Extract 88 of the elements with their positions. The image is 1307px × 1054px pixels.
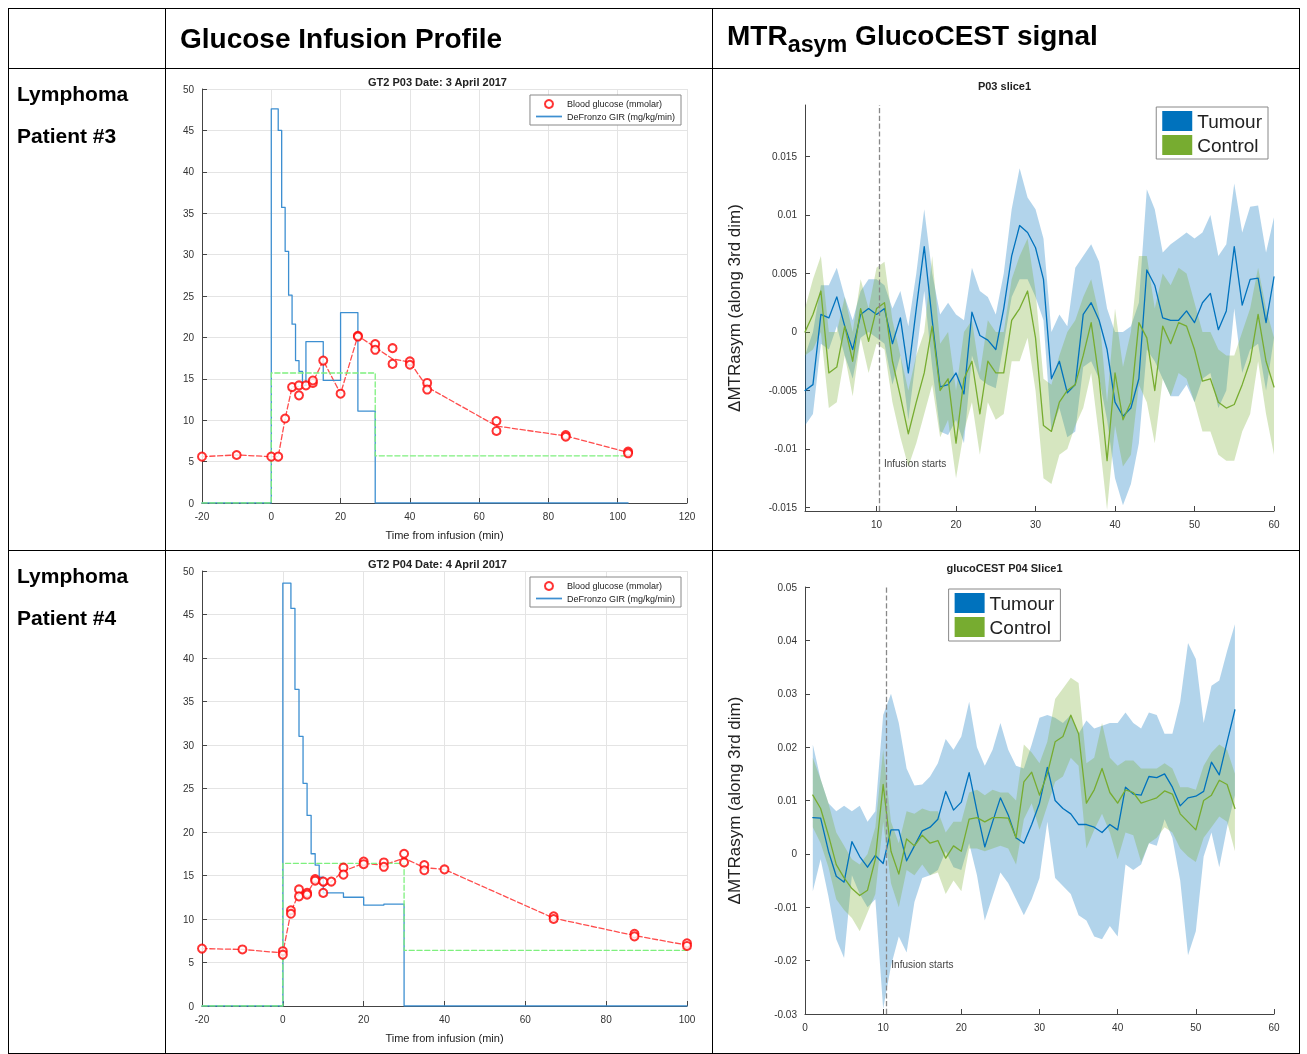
ref-line-label: Infusion starts xyxy=(891,958,954,970)
x-tick-label: 80 xyxy=(542,510,555,522)
y-tick-label: 0.03 xyxy=(777,688,798,700)
y-tick-label: 50 xyxy=(182,83,195,95)
chart-title: GT2 P04 Date: 4 April 2017 xyxy=(368,557,507,570)
y-tick-label: 45 xyxy=(182,124,195,136)
x-tick-label: 20 xyxy=(358,1013,370,1025)
legend-label: Control xyxy=(989,616,1051,638)
x-tick-label: 20 xyxy=(335,510,347,522)
x-tick-label: 20 xyxy=(950,518,963,530)
x-tick-label: 0 xyxy=(268,510,275,522)
x-axis-title: Time from infusion (min) xyxy=(385,528,504,541)
y-tick-label: 10 xyxy=(182,913,195,925)
y-tick-label: 25 xyxy=(182,783,195,794)
chart-title: glucoCEST P04 Slice1 xyxy=(946,561,1063,574)
x-tick-label: 100 xyxy=(609,510,627,522)
x-tick-label: 10 xyxy=(877,1021,890,1033)
y-axis-title: ΔMTRasym (along 3rd dim) xyxy=(725,696,744,905)
x-tick-label: 0 xyxy=(802,1021,809,1033)
chart-title: GT2 P03 Date: 3 April 2017 xyxy=(368,75,507,88)
x-tick-label: 40 xyxy=(404,510,416,522)
y-tick-label: -0.02 xyxy=(774,955,798,967)
x-tick-label: 80 xyxy=(600,1013,613,1025)
y-tick-label: 0.015 xyxy=(771,150,798,162)
y-tick-label: 35 xyxy=(182,696,195,707)
y-tick-label: 5 xyxy=(188,957,195,968)
x-tick-label: 30 xyxy=(1033,1021,1046,1033)
chart-title: P03 slice1 xyxy=(977,79,1032,92)
legend-label: Blood glucose (mmolar) xyxy=(566,581,663,591)
legend-label: Tumour xyxy=(1197,110,1263,132)
y-tick-label: 40 xyxy=(182,166,195,178)
y-tick-label: -0.01 xyxy=(774,443,798,455)
x-axis-title: Time from infusion (min) xyxy=(385,1031,504,1044)
x-tick-label: 100 xyxy=(678,1013,696,1025)
y-tick-label: 15 xyxy=(182,373,195,385)
y-tick-label: 0.02 xyxy=(777,741,798,753)
x-tick-label: 20 xyxy=(955,1021,968,1033)
x-tick-label: -20 xyxy=(194,1013,210,1025)
y-tick-label: 0.01 xyxy=(777,795,798,806)
y-tick-label: 0 xyxy=(791,848,798,860)
text: Glucose Infusion Profile xyxy=(165,8,713,69)
x-tick-label: 50 xyxy=(1188,518,1201,530)
x-tick-label: 60 xyxy=(519,1013,532,1025)
y-tick-label: 15 xyxy=(182,870,195,881)
y-tick-label: 30 xyxy=(182,249,195,261)
x-tick-label: 0 xyxy=(280,1013,287,1025)
y-axis-title: ΔMTRasym (along 3rd dim) xyxy=(725,204,744,412)
y-tick-label: 0.04 xyxy=(777,634,798,646)
y-tick-label: 10 xyxy=(182,414,195,426)
y-tick-label: 50 xyxy=(182,565,195,577)
text: MTR$_{asym}$ GlucoCEST signal xyxy=(712,8,1300,69)
y-tick-label: 25 xyxy=(182,290,195,302)
y-tick-label: 30 xyxy=(182,739,195,751)
y-tick-label: 0.05 xyxy=(777,581,798,593)
x-tick-label: 60 xyxy=(473,510,486,522)
legend-label: DeFronzo GIR (mg/kg/min) xyxy=(566,111,676,122)
x-tick-label: 30 xyxy=(1029,518,1042,530)
y-tick-label: 0.005 xyxy=(771,267,798,279)
x-tick-label: 50 xyxy=(1190,1021,1202,1033)
y-tick-label: 5 xyxy=(188,456,195,468)
x-tick-label: 10 xyxy=(870,518,883,530)
y-tick-label: 0 xyxy=(791,326,798,338)
ref-line-label: Infusion starts xyxy=(883,457,947,469)
text: Lymphoma Patient #4 xyxy=(8,550,166,1054)
y-tick-label: -0.03 xyxy=(774,1008,798,1020)
y-tick-label: 0 xyxy=(188,497,195,509)
legend-label: Blood glucose (mmolar) xyxy=(566,99,663,109)
x-tick-label: 40 xyxy=(438,1013,451,1025)
y-tick-label: 0 xyxy=(188,1000,195,1012)
legend-label: Tumour xyxy=(989,592,1056,614)
y-tick-label: 0.01 xyxy=(777,209,798,221)
x-tick-label: 120 xyxy=(678,510,696,522)
y-tick-label: -0.005 xyxy=(768,384,798,396)
y-tick-label: 20 xyxy=(182,331,195,343)
y-tick-label: 35 xyxy=(182,207,195,219)
legend-label: Control xyxy=(1197,134,1259,156)
y-tick-label: 45 xyxy=(182,609,195,620)
text: Lymphoma Patient #3 xyxy=(8,68,166,551)
y-tick-label: 40 xyxy=(182,652,195,664)
x-tick-label: 60 xyxy=(1268,1021,1280,1033)
x-tick-label: -20 xyxy=(194,510,210,522)
legend-label: DeFronzo GIR (mg/kg/min) xyxy=(566,593,676,604)
y-tick-label: -0.01 xyxy=(774,901,798,913)
x-tick-label: 40 xyxy=(1112,1021,1124,1033)
y-tick-label: 20 xyxy=(182,826,195,838)
x-tick-label: 40 xyxy=(1109,518,1122,530)
y-tick-label: -0.015 xyxy=(768,501,798,513)
x-tick-label: 60 xyxy=(1268,518,1280,530)
